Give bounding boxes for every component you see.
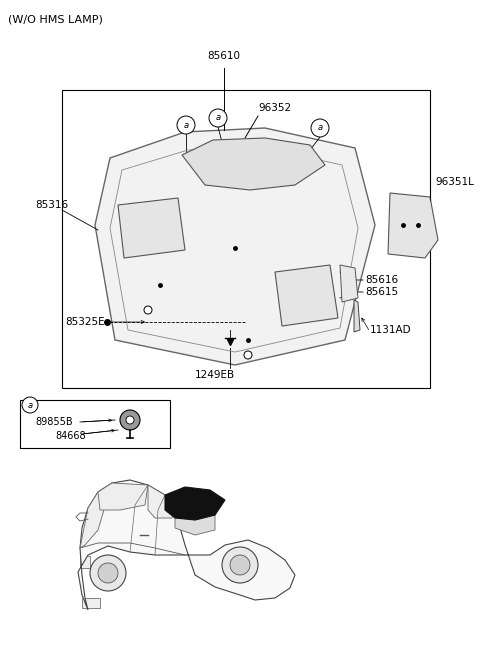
Polygon shape <box>275 265 338 326</box>
Text: 85615: 85615 <box>365 287 398 297</box>
Circle shape <box>222 547 258 583</box>
Text: 84668: 84668 <box>55 431 85 441</box>
Polygon shape <box>388 193 438 258</box>
Circle shape <box>120 410 140 430</box>
Text: 1249EB: 1249EB <box>195 370 235 380</box>
Text: 1131AD: 1131AD <box>370 325 412 335</box>
Text: a: a <box>317 123 323 133</box>
Circle shape <box>230 555 250 575</box>
Polygon shape <box>354 300 360 332</box>
Circle shape <box>244 351 252 359</box>
Polygon shape <box>182 138 325 190</box>
Text: (W/O HMS LAMP): (W/O HMS LAMP) <box>8 14 103 24</box>
Polygon shape <box>98 483 148 510</box>
Text: 85610: 85610 <box>207 51 240 61</box>
Polygon shape <box>95 128 375 365</box>
Bar <box>82 598 100 608</box>
Polygon shape <box>340 265 358 302</box>
Polygon shape <box>175 510 215 535</box>
Text: a: a <box>27 401 33 409</box>
Text: 85616: 85616 <box>365 275 398 285</box>
Polygon shape <box>148 485 175 518</box>
Text: 89855B: 89855B <box>35 417 72 427</box>
Text: a: a <box>183 121 189 129</box>
Circle shape <box>177 116 195 134</box>
Circle shape <box>209 109 227 127</box>
Circle shape <box>144 306 152 314</box>
Circle shape <box>98 563 118 583</box>
Bar <box>80 556 90 568</box>
Text: 85325E: 85325E <box>65 317 105 327</box>
Text: 96352: 96352 <box>258 103 291 113</box>
Polygon shape <box>78 480 295 610</box>
Polygon shape <box>165 487 225 520</box>
Circle shape <box>126 416 134 424</box>
Text: 85316: 85316 <box>35 200 68 210</box>
Polygon shape <box>118 198 185 258</box>
Bar <box>20 400 170 448</box>
Polygon shape <box>80 483 112 548</box>
Bar <box>62 90 430 388</box>
Circle shape <box>90 555 126 591</box>
Text: 96351L: 96351L <box>435 177 474 187</box>
Circle shape <box>22 397 38 413</box>
Text: a: a <box>216 113 221 123</box>
Circle shape <box>311 119 329 137</box>
